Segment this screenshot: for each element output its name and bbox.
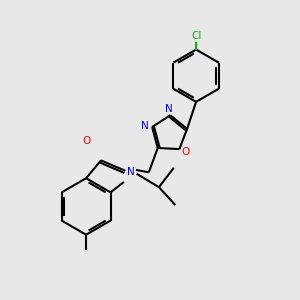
Text: Cl: Cl (191, 31, 201, 41)
Text: O: O (82, 136, 90, 146)
Text: O: O (182, 147, 190, 157)
Text: N: N (127, 167, 135, 177)
Text: N: N (141, 121, 148, 130)
Text: N: N (165, 104, 173, 114)
